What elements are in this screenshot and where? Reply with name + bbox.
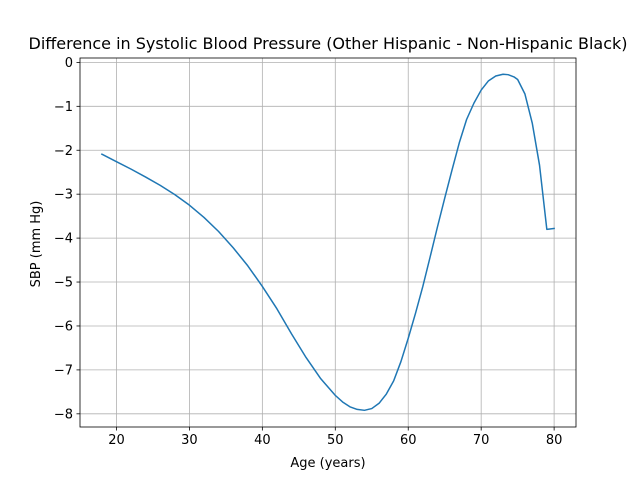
y-tick-label: −7 (54, 363, 73, 378)
y-tick-label: −5 (54, 276, 73, 291)
series-layer (100, 73, 555, 412)
y-tick-label: −1 (54, 100, 73, 115)
x-tick-label: 40 (254, 433, 271, 448)
x-tick-label: 60 (400, 433, 417, 448)
y-tick-label: 0 (65, 56, 73, 71)
plot-area-frame (79, 57, 577, 428)
axis-ticks: 20 30 40 50 60 70 80 0 −1 −2 −3 −4 −5 −6 −7 −8 (54, 56, 563, 448)
x-tick-label: 50 (327, 433, 344, 448)
series-line (100, 73, 555, 412)
grid-lines (80, 58, 576, 427)
y-tick-label: −6 (54, 319, 73, 334)
x-tick-label: 80 (546, 433, 563, 448)
chart-title: Difference in Systolic Blood Pressure (O… (29, 34, 628, 53)
x-tick-label: 30 (181, 433, 198, 448)
y-tick-label: −2 (54, 144, 73, 159)
x-tick-label: 70 (473, 433, 490, 448)
y-axis-label: SBP (mm Hg) (29, 201, 44, 288)
y-tick-label: −8 (54, 407, 73, 422)
y-tick-label: −3 (54, 188, 73, 203)
x-axis-label: Age (years) (290, 456, 365, 471)
x-tick-label: 20 (108, 433, 125, 448)
y-tick-label: −4 (54, 232, 73, 247)
